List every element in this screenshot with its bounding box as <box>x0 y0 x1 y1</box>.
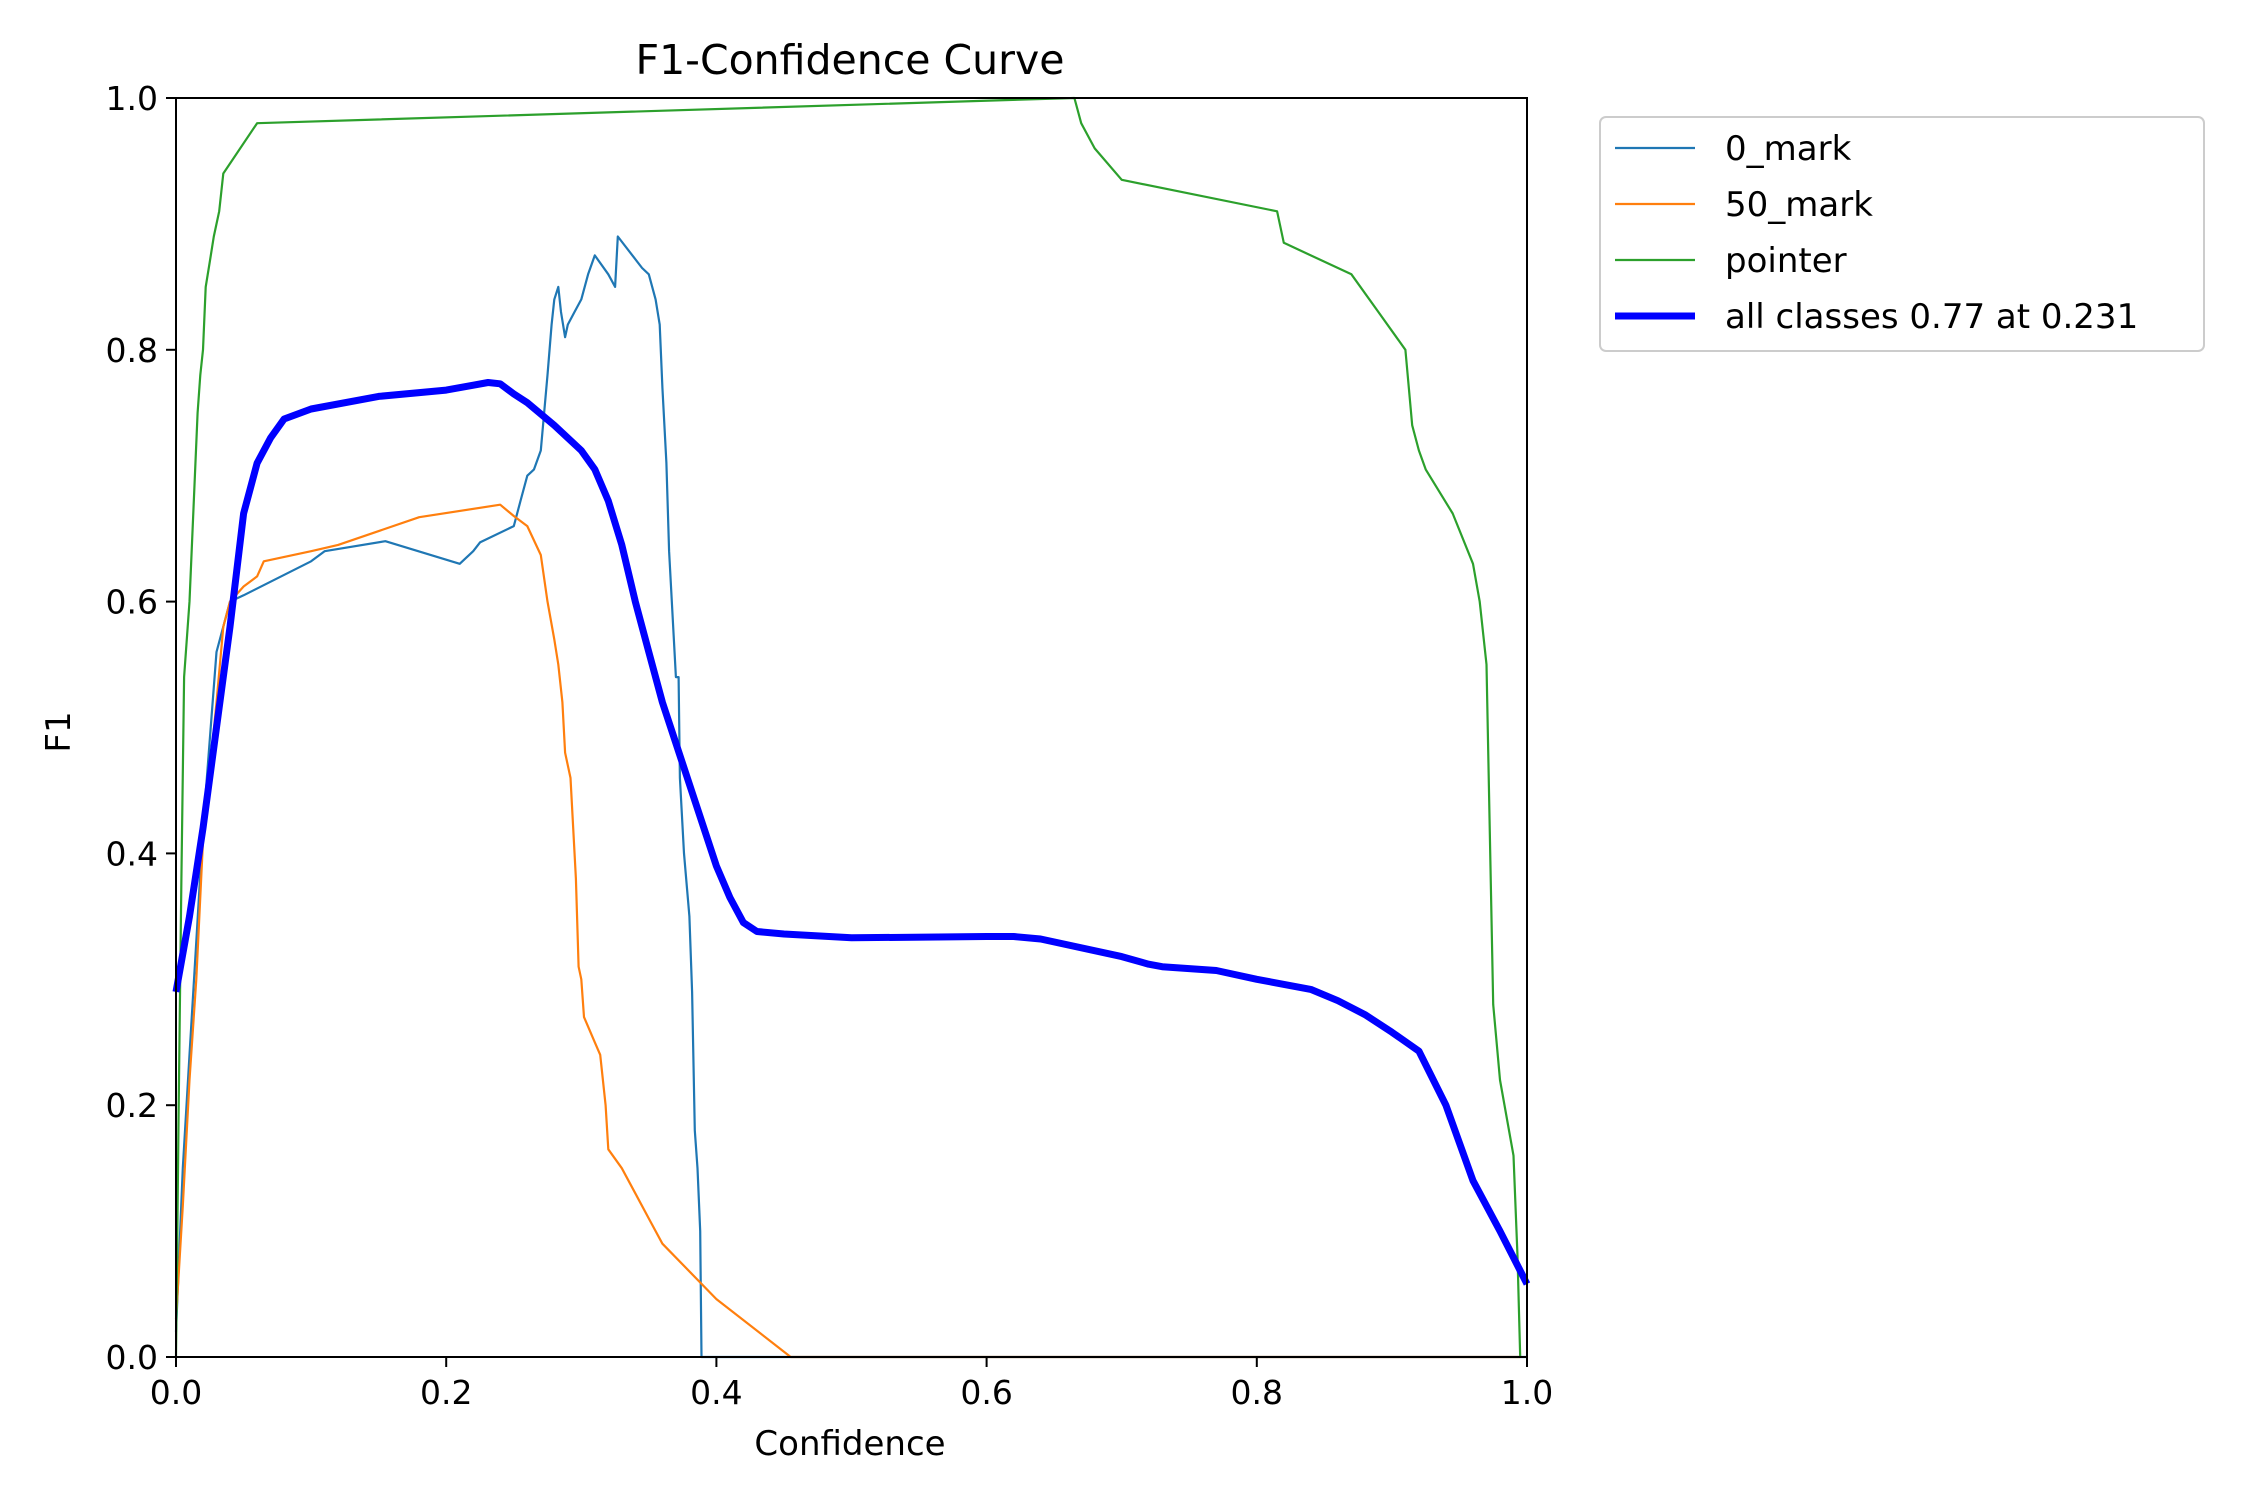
x-tick-label: 0.2 <box>420 1373 472 1412</box>
legend-label-2: pointer <box>1725 241 1847 281</box>
y-axis-ticks: 0.0 0.2 0.4 0.6 0.8 1.0 <box>106 79 176 1377</box>
legend-label-3: all classes 0.77 at 0.231 <box>1725 297 2138 337</box>
x-tick-label: 0.6 <box>960 1373 1012 1412</box>
x-tick-label: 0.0 <box>150 1373 202 1412</box>
legend-label-0: 0_mark <box>1725 129 1852 169</box>
x-axis-label: Confidence <box>754 1424 945 1464</box>
y-tick-label: 0.2 <box>106 1086 158 1125</box>
y-tick-label: 0.4 <box>106 834 158 873</box>
x-tick-label: 0.4 <box>690 1373 742 1412</box>
y-tick-label: 0.0 <box>106 1338 158 1377</box>
legend-box <box>1599 116 2205 352</box>
x-axis-ticks: 0.0 0.2 0.4 0.6 0.8 1.0 <box>150 1357 1553 1412</box>
y-axis-label: F1 <box>39 711 79 752</box>
y-tick-label: 0.8 <box>106 331 158 370</box>
series-line-3 <box>172 379 1531 1286</box>
x-tick-label: 0.8 <box>1231 1373 1283 1412</box>
y-tick-label: 0.6 <box>106 583 158 622</box>
plot-series <box>172 96 1531 1359</box>
chart-title: F1-Confidence Curve <box>636 36 1065 84</box>
x-tick-label: 1.0 <box>1501 1373 1553 1412</box>
series-line-1 <box>174 503 1521 1359</box>
y-tick-label: 1.0 <box>106 79 158 118</box>
legend-label-1: 50_mark <box>1725 185 1873 225</box>
plot-frame <box>175 97 1528 1358</box>
series-line-2 <box>174 96 1522 1358</box>
